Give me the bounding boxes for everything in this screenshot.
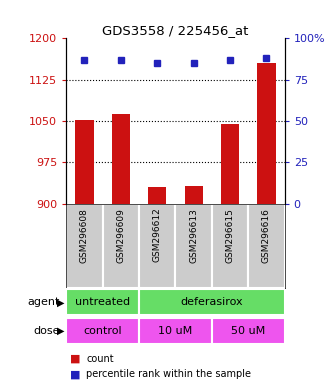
- Text: 50 uM: 50 uM: [231, 326, 265, 336]
- Text: ■: ■: [70, 354, 80, 364]
- Bar: [257, 63, 275, 204]
- Text: ■: ■: [70, 369, 80, 379]
- Text: untreated: untreated: [75, 297, 130, 308]
- Text: ▶: ▶: [57, 326, 65, 336]
- Text: ▶: ▶: [57, 297, 65, 308]
- Text: GSM296615: GSM296615: [225, 208, 235, 263]
- Bar: [248, 204, 285, 288]
- Text: control: control: [83, 326, 122, 336]
- Text: agent: agent: [27, 297, 60, 308]
- Bar: [139, 318, 212, 344]
- Bar: [175, 204, 212, 288]
- Bar: [185, 186, 203, 204]
- Text: GSM296613: GSM296613: [189, 208, 198, 263]
- Bar: [66, 318, 139, 344]
- Title: GDS3558 / 225456_at: GDS3558 / 225456_at: [102, 24, 249, 37]
- Text: percentile rank within the sample: percentile rank within the sample: [86, 369, 251, 379]
- Text: 10 uM: 10 uM: [158, 326, 193, 336]
- Bar: [66, 290, 139, 315]
- Bar: [148, 187, 166, 204]
- Text: GSM296609: GSM296609: [116, 208, 125, 263]
- Bar: [103, 204, 139, 288]
- Text: GSM296616: GSM296616: [262, 208, 271, 263]
- Bar: [212, 204, 248, 288]
- Bar: [221, 124, 239, 204]
- Text: count: count: [86, 354, 114, 364]
- Bar: [139, 290, 285, 315]
- Text: GSM296608: GSM296608: [80, 208, 89, 263]
- Text: GSM296612: GSM296612: [153, 208, 162, 263]
- Text: dose: dose: [33, 326, 60, 336]
- Bar: [66, 204, 103, 288]
- Bar: [212, 318, 285, 344]
- Bar: [139, 204, 175, 288]
- Bar: [75, 120, 94, 204]
- Bar: [112, 114, 130, 204]
- Text: deferasirox: deferasirox: [180, 297, 243, 308]
